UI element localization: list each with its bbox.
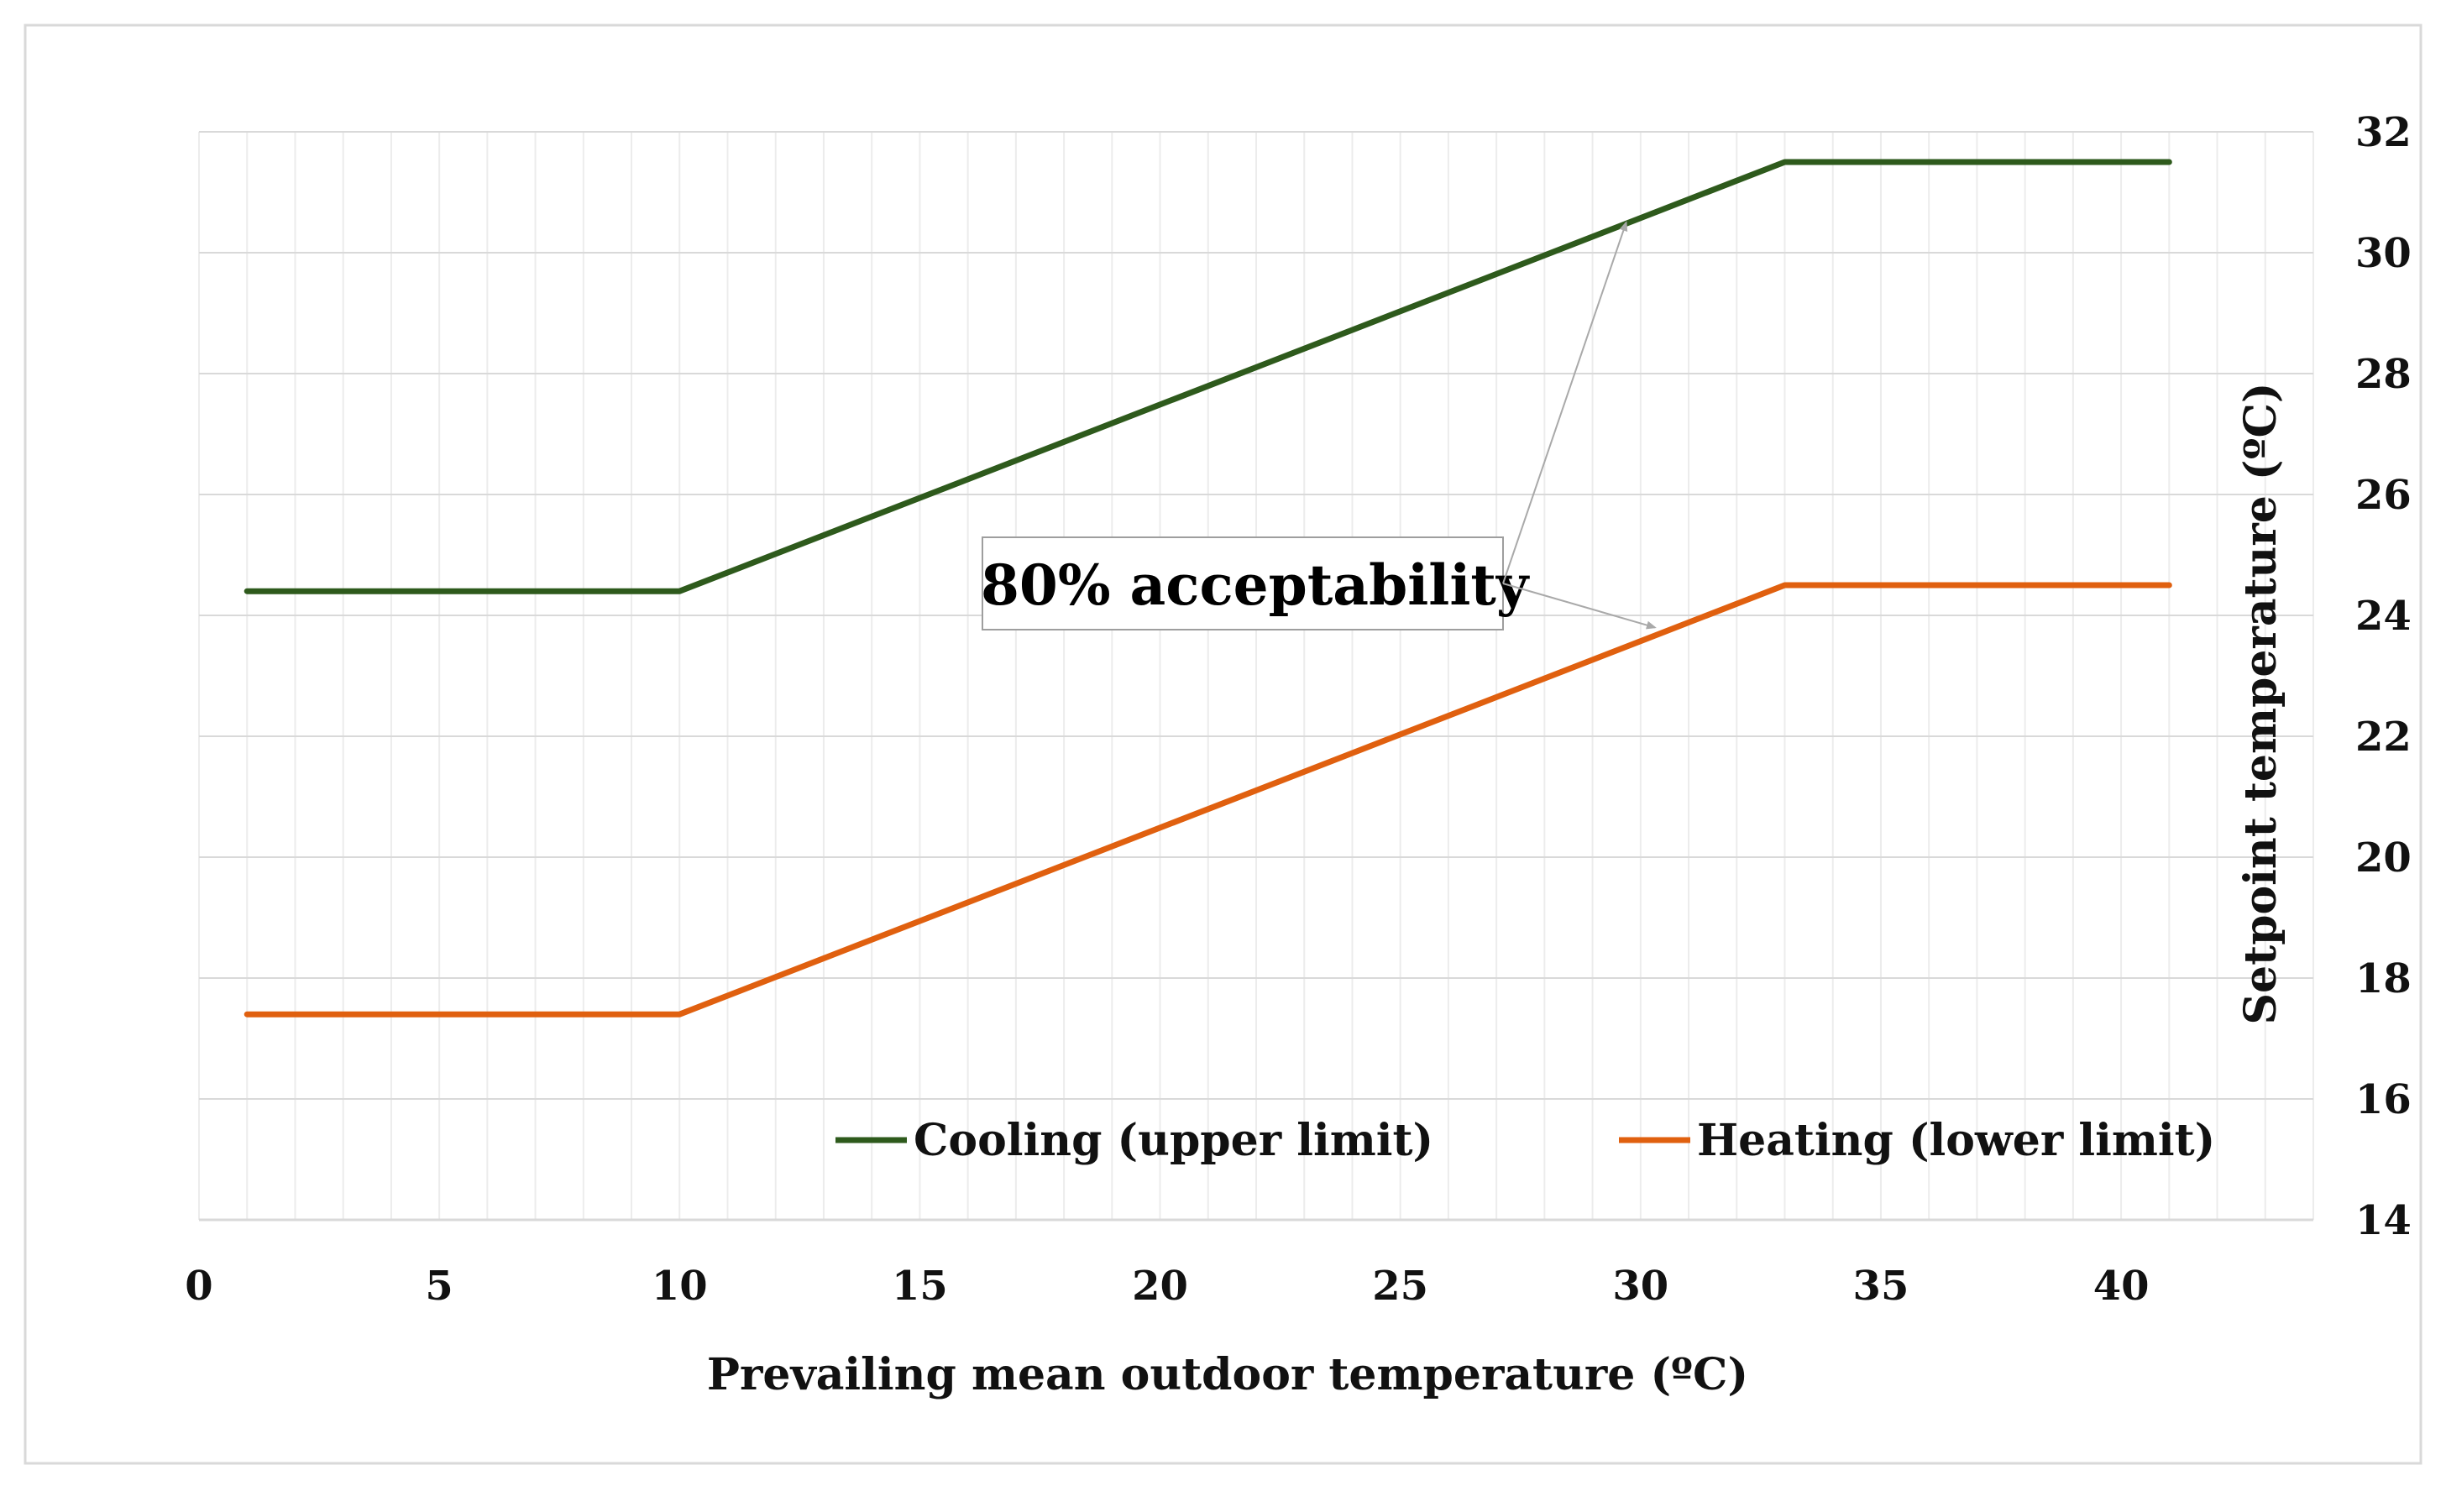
y-tick-label: 16 (2355, 1076, 2412, 1123)
x-tick-label: 0 (185, 1263, 212, 1310)
annotation-arrow (1502, 583, 1657, 630)
annotation-box (982, 536, 1504, 630)
series-lines (244, 159, 2172, 1018)
series-line-cooling (244, 159, 2172, 594)
y-tick-label: 18 (2355, 955, 2412, 1002)
chart-border (24, 24, 2422, 1465)
x-tick-label: 40 (2093, 1263, 2150, 1310)
legend-label-heating: Heating (lower limit) (1697, 1115, 2215, 1166)
x-tick-label: 15 (892, 1263, 948, 1310)
y-axis-title: Setpoint temperature (ºC) (2235, 382, 2286, 1024)
x-tick-label: 25 (1372, 1263, 1428, 1310)
annotation: 80% acceptability (981, 221, 1657, 630)
y-tick-label: 30 (2355, 230, 2412, 277)
annotation-label: 80% acceptability (981, 552, 1530, 618)
x-tick-label: 20 (1132, 1263, 1188, 1310)
y-tick-label: 22 (2355, 714, 2412, 761)
y-axis-ticks: 14 16 18 20 22 24 26 28 30 32 (2355, 109, 2412, 1244)
x-axis-ticks: 0 5 10 15 20 25 30 35 40 (185, 1263, 2149, 1310)
minor-gridlines (198, 132, 2314, 1220)
y-tick-label: 26 (2355, 472, 2412, 519)
x-tick-label: 5 (425, 1263, 453, 1310)
x-tick-label: 10 (652, 1263, 708, 1310)
x-tick-label: 30 (1612, 1263, 1668, 1310)
y-tick-label: 28 (2355, 351, 2412, 398)
legend-label-cooling: Cooling (upper limit) (914, 1115, 1433, 1166)
y-tick-label: 32 (2355, 109, 2412, 156)
y-tick-label: 14 (2355, 1197, 2412, 1244)
annotation-arrow (1502, 221, 1628, 584)
legend: Cooling (upper limit) Heating (lower lim… (835, 1115, 2215, 1166)
annotation-arrows (1502, 221, 1657, 630)
series-line-heating (244, 582, 2172, 1018)
x-tick-label: 35 (1853, 1263, 1909, 1310)
y-tick-label: 20 (2355, 834, 2412, 882)
y-tick-label: 24 (2355, 593, 2412, 640)
x-axis-title: Prevailing mean outdoor temperature (ºC) (707, 1349, 1748, 1400)
